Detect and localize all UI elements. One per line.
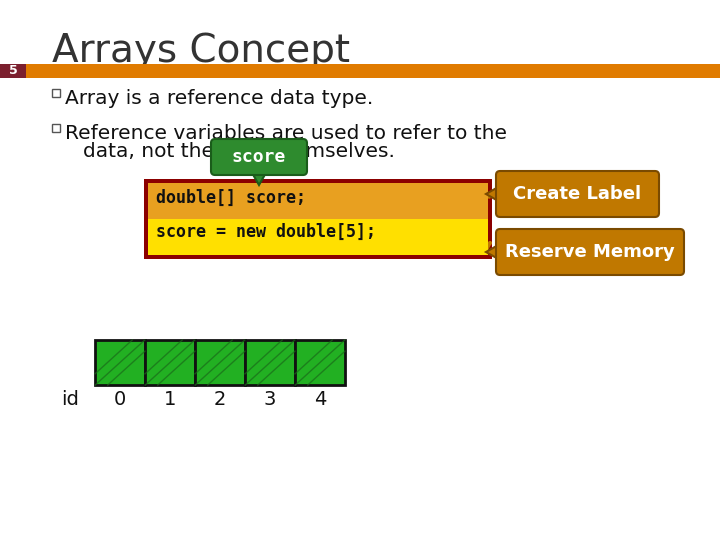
Text: Arrays Concept: Arrays Concept [52, 32, 350, 70]
FancyBboxPatch shape [496, 171, 659, 217]
FancyBboxPatch shape [195, 340, 245, 385]
Text: data, not the data themselves.: data, not the data themselves. [83, 142, 395, 161]
Text: 0: 0 [114, 390, 126, 409]
Text: 3: 3 [264, 390, 276, 409]
FancyBboxPatch shape [211, 139, 307, 175]
Text: 4: 4 [314, 390, 326, 409]
Text: 2: 2 [214, 390, 226, 409]
FancyBboxPatch shape [148, 219, 488, 255]
FancyBboxPatch shape [145, 340, 195, 385]
Text: id: id [61, 390, 79, 409]
FancyBboxPatch shape [245, 340, 295, 385]
FancyBboxPatch shape [295, 340, 345, 385]
FancyBboxPatch shape [52, 89, 60, 97]
FancyBboxPatch shape [148, 183, 488, 219]
FancyBboxPatch shape [26, 64, 720, 78]
Polygon shape [251, 171, 267, 185]
Text: double[] score;: double[] score; [156, 189, 306, 207]
Polygon shape [486, 244, 500, 260]
Text: Create Label: Create Label [513, 185, 642, 203]
Text: Reference variables are used to refer to the: Reference variables are used to refer to… [65, 124, 507, 143]
FancyBboxPatch shape [0, 64, 26, 78]
Text: 1: 1 [164, 390, 176, 409]
FancyBboxPatch shape [144, 179, 492, 259]
Text: 5: 5 [9, 64, 17, 78]
Text: Reserve Memory: Reserve Memory [505, 243, 675, 261]
Polygon shape [486, 186, 500, 202]
FancyBboxPatch shape [496, 229, 684, 275]
Text: Array is a reference data type.: Array is a reference data type. [65, 89, 373, 108]
FancyBboxPatch shape [95, 340, 145, 385]
FancyBboxPatch shape [52, 124, 60, 132]
Text: score: score [232, 148, 286, 166]
Text: score = new double[5];: score = new double[5]; [156, 223, 376, 241]
